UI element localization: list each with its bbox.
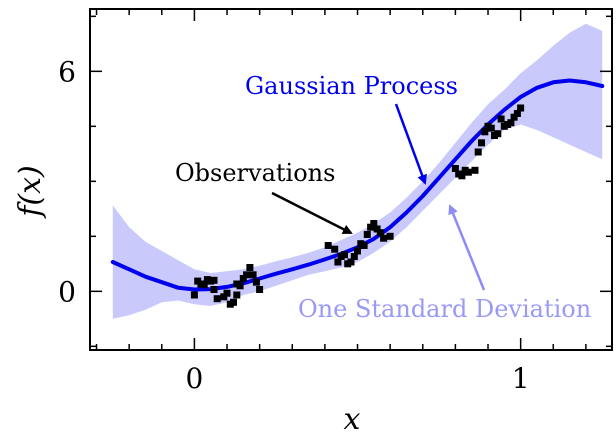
gp-mean-line (110, 78, 605, 292)
axes-frame (89, 8, 613, 351)
observation-point (200, 281, 208, 289)
observation-point (252, 278, 260, 286)
observation-point (458, 172, 466, 180)
observation-point (233, 291, 241, 299)
x-tick-label: 0 (185, 362, 203, 395)
observations-annotation: Observations (175, 159, 335, 187)
observation-point (350, 253, 358, 260)
x-axis-label: x (344, 402, 361, 437)
observation-point (354, 247, 361, 255)
observation-point (246, 264, 254, 271)
observation-point (386, 232, 394, 240)
observation-point (474, 148, 482, 156)
y-tick-label: 0 (58, 275, 76, 308)
gp-annotation: Gaussian Process (245, 72, 458, 100)
observation-point (380, 234, 388, 242)
observation-point (517, 104, 525, 112)
observation-point (210, 276, 218, 284)
observation-point (360, 242, 368, 249)
observation-point (464, 168, 472, 176)
observation-point (373, 225, 381, 233)
observation-point (451, 165, 459, 172)
band-annotation: One Standard Deviation (298, 295, 591, 323)
observation-point (497, 115, 505, 123)
observation-point (249, 271, 257, 279)
plot-frame (89, 8, 613, 351)
observation-point (236, 282, 244, 290)
y-axis-label: f(x) (13, 165, 48, 218)
observation-point (347, 258, 355, 266)
annotations: Gaussian Process Observations One Standa… (175, 72, 591, 323)
observation-point (256, 286, 264, 293)
axis-ticks: 0 1 0 6 (58, 9, 612, 395)
observation-point (367, 223, 375, 231)
observation-point (331, 245, 339, 253)
observation-point (494, 130, 502, 138)
observation-point (341, 251, 348, 259)
observation-point (243, 271, 251, 279)
gp-arrow (394, 103, 427, 185)
observation-point (481, 128, 489, 136)
observation-point (510, 113, 518, 121)
observation-point (507, 119, 515, 127)
observation-point (487, 124, 495, 132)
observation-point (471, 166, 479, 174)
observation-point (230, 298, 237, 306)
observation-point (239, 275, 247, 282)
observation-point (363, 231, 371, 238)
observations-arrow (271, 191, 353, 235)
observation-point (213, 295, 221, 303)
observation-point (478, 139, 485, 147)
observation-point (376, 229, 384, 237)
observation-point (210, 286, 218, 293)
band-arrow (448, 204, 486, 291)
x-tick-label: 1 (512, 362, 530, 395)
y-tick-label: 6 (58, 55, 76, 88)
mean-line-layer (110, 78, 605, 292)
observation-point (370, 220, 378, 227)
observation-point (220, 293, 228, 301)
observation-point (513, 110, 521, 117)
observation-point (324, 242, 332, 249)
observation-point (190, 291, 198, 299)
observation-point (223, 289, 231, 297)
observations-layer (190, 104, 525, 308)
observation-point (334, 258, 342, 266)
